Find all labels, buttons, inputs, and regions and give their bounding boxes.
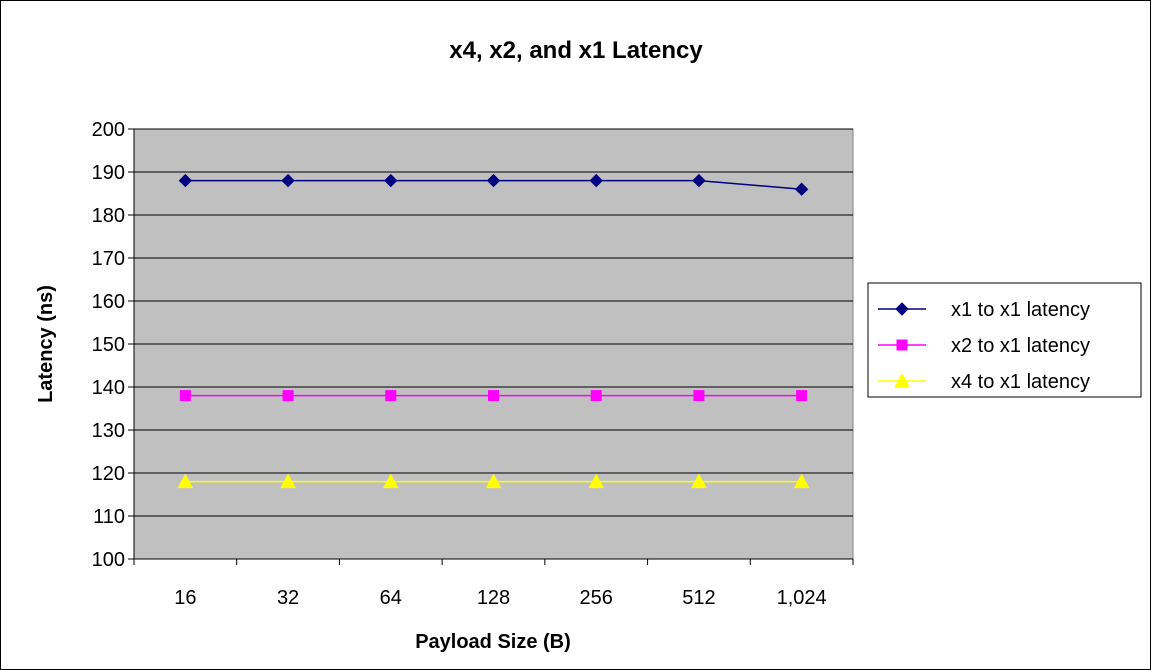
y-tick-label: 120 [92,463,125,485]
series-3 [177,473,810,489]
axes [128,128,854,565]
data-point [385,390,397,402]
y-tick-label: 180 [92,205,125,227]
y-tick-label: 150 [92,334,125,356]
data-point [589,173,603,188]
x-tick-label: 1,024 [777,587,827,609]
legend-swatch-marker [895,302,909,316]
legend-item: x1 to x1 latency [878,299,1090,321]
data-point [793,473,810,489]
y-axis-title: Latency (ns) [35,285,57,403]
legend-swatch-marker [894,372,910,388]
data-point [281,173,295,188]
y-tick-label: 130 [92,420,125,442]
data-point [590,390,602,402]
x-tick-label: 32 [277,587,299,609]
series-2 [179,390,808,402]
series-1 [178,173,809,196]
x-tick-label: 512 [682,587,715,609]
data-point [384,173,398,188]
y-tick-label: 170 [92,248,125,270]
series-lines [177,173,810,489]
y-tick-label: 110 [93,506,125,528]
data-point [692,173,706,188]
data-point [179,390,191,402]
chart-title: x4, x2, and x1 Latency [449,37,703,64]
data-point [693,390,705,402]
data-point [382,473,399,489]
legend-label: x2 to x1 latency [951,335,1090,357]
y-tick-label: 160 [92,291,125,313]
legend: x1 to x1 latency x2 to x1 latency x4 to x1… [867,282,1142,398]
data-point [796,390,808,402]
legend-box [867,282,1142,398]
y-tick-label: 140 [92,377,125,399]
legend-item: x2 to x1 latency [878,335,1090,357]
data-point [485,473,502,489]
legend-label: x4 to x1 latency [951,371,1090,393]
legend-swatch-marker [896,339,908,351]
x-tick-labels: 16 32 64 128 256 512 1,024 [174,587,826,609]
data-point [691,473,707,489]
y-tick-label: 190 [92,162,125,184]
x-tick-label: 16 [174,587,196,609]
y-tick-labels: 100 110 120 130 140 150 160 170 180 190 200 [92,119,125,571]
y-tick-label: 200 [92,119,125,141]
data-point [588,473,605,489]
data-point [486,173,501,188]
legend-label: x1 to x1 latency [951,299,1090,321]
data-point [488,390,499,402]
data-point [794,182,809,196]
data-point [178,173,193,188]
x-tick-label: 256 [580,587,613,609]
x-tick-label: 128 [477,587,510,609]
data-point [177,473,194,489]
data-point [280,473,296,489]
x-tick-label: 64 [380,587,402,609]
legend-item: x4 to x1 latency [878,371,1090,393]
x-axis-title: Payload Size (B) [415,631,571,653]
data-point [282,390,294,402]
y-tick-label: 100 [92,549,125,571]
